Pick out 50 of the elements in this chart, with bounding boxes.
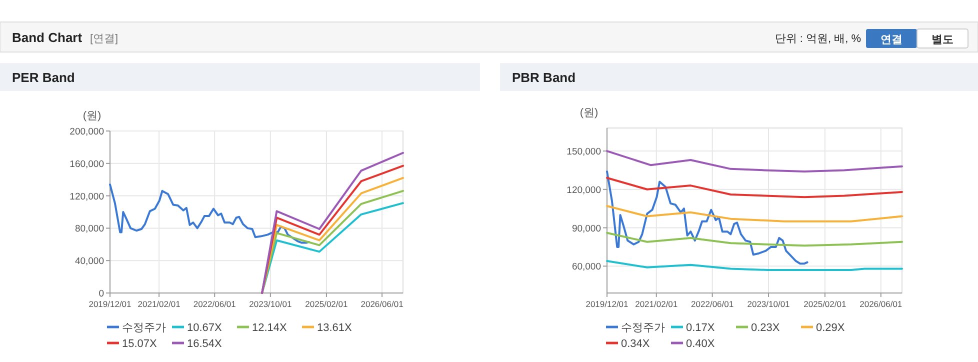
x-tick-label: 2025/02/01 [305, 299, 348, 309]
x-tick-label: 2022/06/01 [193, 299, 236, 309]
y-axis-title: (원) [580, 107, 598, 119]
legend-label: 12.14X [252, 322, 288, 334]
y-tick-label: 90,000 [572, 223, 601, 234]
text: [연결] [90, 33, 118, 45]
y-axis-title: (원) [82, 110, 102, 122]
legend-label: 13.61X [317, 322, 353, 334]
legend-label: 10.67X [187, 322, 223, 334]
line-series [606, 170, 808, 265]
text: 별도 [932, 34, 954, 46]
line-series [606, 176, 903, 198]
x-tick-label: 2021/02/01 [635, 299, 678, 309]
line-series [109, 183, 310, 244]
y-tick-label: 40,000 [74, 256, 104, 268]
y-tick-label: 80,000 [74, 224, 104, 235]
text: 연결 [880, 34, 902, 46]
chart-title: PBR Band [512, 70, 576, 85]
legend-label: 16.54X [187, 338, 223, 350]
text: Band Chart [12, 30, 83, 45]
x-tick-label: 2023/10/01 [249, 299, 292, 309]
legend-label: 수정주가 [122, 322, 166, 334]
chart-title: PER Band [12, 70, 75, 85]
line-series [606, 232, 903, 247]
x-tick-label: 2025/02/01 [804, 299, 846, 309]
x-tick-label: 2019/12/01 [88, 299, 132, 309]
x-tick-label: 2023/10/01 [747, 299, 790, 309]
y-tick-label: 120,000 [70, 191, 104, 202]
legend-label: 수정주가 [621, 322, 665, 334]
line-series [606, 260, 903, 271]
legend-label: 0.34X [621, 338, 650, 350]
y-tick-label: 150,000 [566, 146, 601, 158]
y-tick-label: 120,000 [566, 184, 601, 196]
legend-label: 0.17X [686, 322, 716, 334]
y-tick-label: 60,000 [572, 262, 601, 273]
y-tick-label: 200,000 [70, 126, 104, 138]
y-tick-label: 160,000 [70, 158, 104, 170]
legend-label: 0.40X [686, 338, 716, 350]
line-series [606, 205, 903, 222]
y-tick-label: 0 [98, 288, 104, 300]
x-tick-label: 2026/06/01 [360, 299, 404, 309]
text: 단위 : 억원, 배, % [774, 33, 862, 45]
x-tick-label: 2019/12/01 [586, 299, 629, 309]
legend-label: 0.29X [816, 322, 846, 334]
x-tick-label: 2026/06/01 [860, 299, 902, 309]
x-tick-label: 2021/02/01 [138, 299, 181, 309]
legend-label: 0.23X [751, 322, 780, 334]
line-series [606, 150, 903, 172]
legend-label: 15.07X [122, 338, 158, 350]
x-tick-label: 2022/06/01 [691, 299, 734, 309]
